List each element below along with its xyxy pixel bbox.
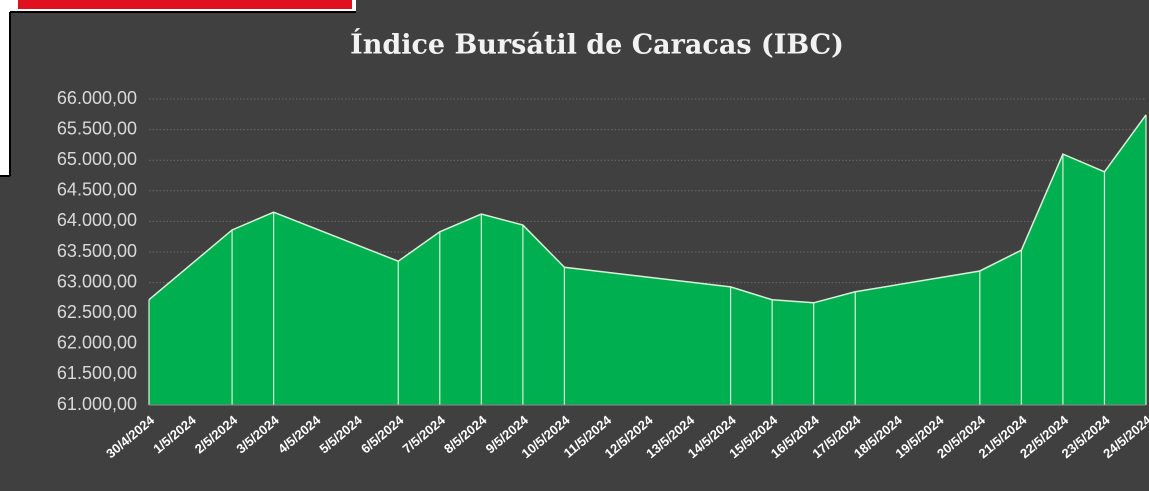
y-tick-label: 65.500,00 [57,118,137,138]
area-edge [148,114,1147,304]
y-tick-label: 61.500,00 [57,363,137,383]
y-tick-label: 63.500,00 [57,241,137,261]
y-tick-label: 65.000,00 [57,149,137,169]
y-tick-label: 64.500,00 [57,180,137,200]
y-tick-label: 66.000,00 [57,88,137,108]
chart-title: Índice Bursátil de Caracas (IBC) [350,28,844,61]
y-tick-label: 63.000,00 [57,271,137,291]
y-tick-label: 61.000,00 [57,394,137,414]
y-tick-label: 62.500,00 [57,302,137,322]
y-tick-label: 64.000,00 [57,210,137,230]
left-strip [0,0,10,176]
y-tick-label: 62.000,00 [57,333,137,353]
red-bar [18,0,352,9]
